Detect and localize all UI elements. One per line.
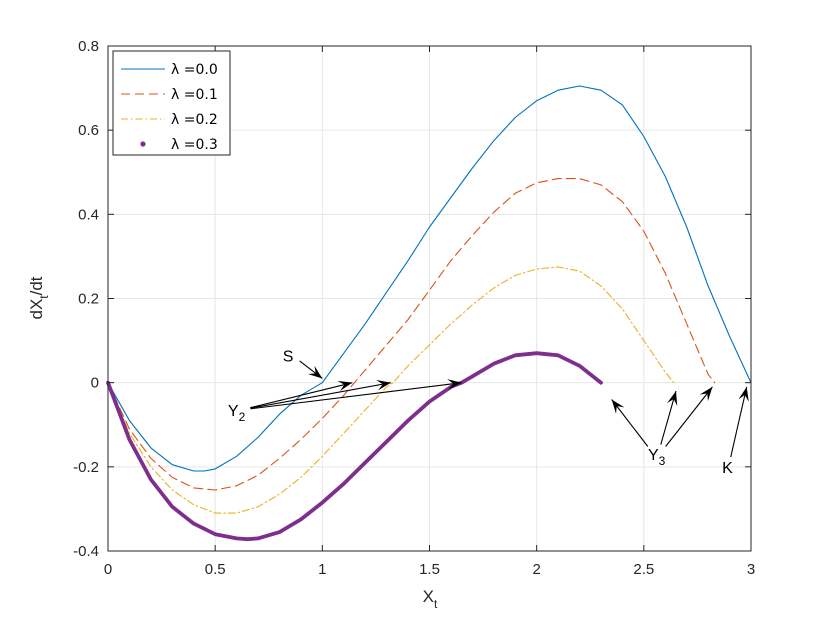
y-tick-label: -0.4	[73, 543, 99, 560]
series-line-2	[107, 266, 675, 514]
x-tick-label: 1.5	[419, 561, 440, 578]
legend-box	[112, 50, 231, 156]
series-line-1	[107, 178, 716, 491]
annotation-arrow-line	[730, 386, 748, 458]
series-group	[106, 85, 752, 542]
y-tick-label: 0	[91, 375, 99, 392]
grid	[108, 46, 751, 551]
annotation-arrow-line	[665, 386, 713, 447]
x-tick-label: 0	[104, 561, 112, 578]
y-tick-label: 0.8	[78, 38, 99, 55]
y-tick-label: 0.2	[78, 291, 99, 308]
annotation-label: Y2	[228, 403, 246, 424]
annotation-arrowhead	[611, 399, 625, 414]
annotation-arrow-line	[611, 399, 649, 447]
annotation-arrow-line	[250, 382, 462, 410]
x-tick-label: 0.5	[205, 561, 226, 578]
x-tick-label: 2	[532, 561, 540, 578]
annotation-arrowhead	[447, 379, 462, 390]
legend-label: λ =0.2	[171, 112, 218, 128]
y-tick-label: 0.6	[78, 122, 99, 139]
x-axis-label: Xt	[423, 587, 438, 611]
x-tick-label: 1	[318, 561, 326, 578]
annotation-arrow-line	[250, 382, 392, 409]
annotation-arrow-line	[250, 382, 353, 409]
series-line-3	[106, 351, 603, 542]
annotation-arrowhead	[376, 379, 391, 391]
annotation-arrow-line	[660, 390, 677, 445]
legend: λ =0.0 λ =0.1 λ =0.2 λ =0.3	[112, 50, 231, 156]
y-tick-label: -0.2	[73, 459, 99, 476]
series-line-0	[107, 85, 752, 472]
annotation-arrowhead	[307, 365, 323, 379]
y-tick-label: 0.4	[78, 206, 99, 223]
annotation-label: K	[722, 460, 733, 477]
legend-label: λ =0.3	[171, 137, 218, 153]
legend-marker	[140, 141, 146, 147]
legend-label: λ =0.0	[171, 62, 218, 78]
ticks-group: 0 0.5 1 1.5 2 2.5 3 -0.4 -0.2 0 0.2 0.4 0.6 0.8	[73, 38, 755, 578]
x-tick-label: 3	[747, 561, 755, 578]
legend-label: λ =0.1	[171, 87, 218, 103]
annotation-arrowhead	[337, 380, 353, 392]
annotation-label: S	[283, 348, 294, 365]
y-axis-label: dXt/dt	[27, 276, 51, 319]
x-tick-label: 2.5	[633, 561, 654, 578]
annotations-group: S Y2 Y3 K	[228, 348, 749, 477]
annotation-arrowhead	[699, 386, 713, 402]
annotation-label: Y3	[648, 447, 666, 468]
annotation-arrowhead	[667, 391, 678, 407]
annotation-arrowhead	[738, 386, 749, 402]
